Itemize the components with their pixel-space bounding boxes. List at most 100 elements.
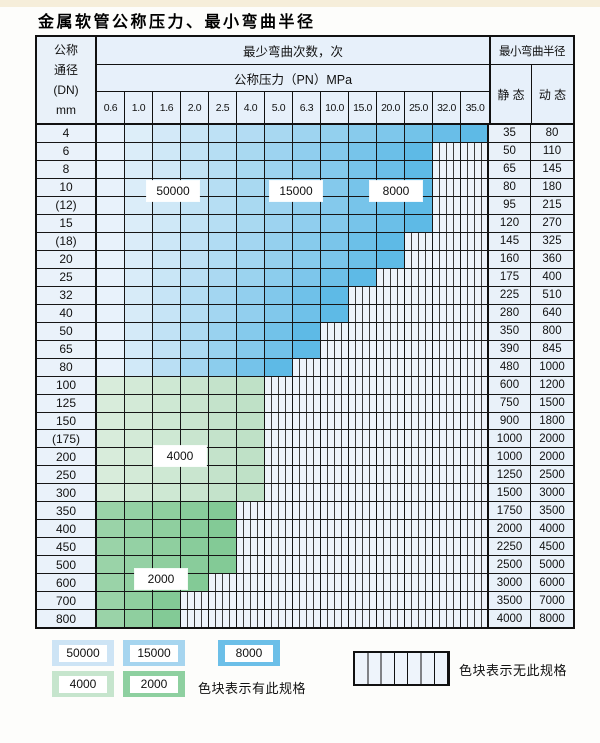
top-strip — [0, 0, 600, 7]
no-spec-hatch-cell — [237, 592, 265, 610]
spec-cell — [125, 286, 153, 304]
dn-cell: (175) — [37, 430, 97, 448]
no-spec-hatch-cell — [433, 196, 461, 214]
dynamic-radius-cell: 215 — [531, 196, 573, 214]
table-row: 15 120 270 — [37, 214, 573, 233]
header-dn-line: (DN) — [53, 83, 79, 97]
pressure-tick: 32.0 — [433, 92, 461, 123]
spec-cell — [181, 196, 209, 214]
spec-cell — [349, 125, 377, 142]
spec-cell — [97, 610, 125, 628]
dn-cell: 65 — [37, 340, 97, 358]
spec-cell — [293, 125, 321, 142]
table-row: 8 65 145 — [37, 160, 573, 179]
dn-cell: 125 — [37, 394, 97, 412]
spec-cell — [181, 412, 209, 430]
no-spec-hatch-cell — [461, 142, 489, 160]
spec-cell — [153, 340, 181, 358]
no-spec-hatch-cell — [181, 610, 209, 628]
dynamic-radius-cell: 2000 — [531, 430, 573, 448]
spec-cell — [153, 502, 181, 520]
static-radius-cell: 1750 — [489, 502, 531, 520]
dynamic-radius-cell: 845 — [531, 340, 573, 358]
spec-cell — [237, 358, 265, 376]
spec-cell — [125, 538, 153, 556]
spec-cell — [265, 268, 293, 286]
no-spec-hatch-cell — [265, 376, 293, 394]
no-spec-hatch-cell — [377, 430, 405, 448]
spec-cell — [181, 142, 209, 160]
spec-cell — [181, 538, 209, 556]
static-radius-cell: 65 — [489, 160, 531, 178]
no-spec-hatch-cell — [405, 430, 433, 448]
no-spec-hatch-cell — [433, 142, 461, 160]
dynamic-radius-cell: 8000 — [531, 610, 573, 628]
dn-cell: 200 — [37, 448, 97, 466]
spec-cell — [125, 214, 153, 232]
no-spec-hatch-cell — [461, 178, 489, 196]
spec-cell — [209, 196, 237, 214]
spec-cell — [209, 376, 237, 394]
static-radius-cell: 1500 — [489, 484, 531, 502]
spec-cell — [237, 250, 265, 268]
table-row: (18) 145 325 — [37, 232, 573, 251]
dn-cell: 10 — [37, 178, 97, 196]
no-spec-hatch-cell — [321, 412, 349, 430]
header-radius-title: 最小弯曲半径 — [491, 37, 573, 65]
dynamic-radius-cell: 1200 — [531, 376, 573, 394]
no-spec-hatch-cell — [433, 502, 461, 520]
table-row: 80 480 1000 — [37, 358, 573, 377]
spec-cell — [237, 268, 265, 286]
no-spec-hatch-cell — [349, 538, 377, 556]
header-dynamic-label: 动 态 — [538, 87, 567, 102]
spec-cell — [209, 304, 237, 322]
no-spec-hatch-cell — [209, 610, 237, 628]
dn-cell: 500 — [37, 556, 97, 574]
no-spec-hatch-cell — [265, 484, 293, 502]
static-radius-cell: 50 — [489, 142, 531, 160]
page-title: 金属软管公称压力、最小弯曲半径 — [38, 12, 316, 31]
header-static-label: 静 态 — [491, 65, 533, 123]
no-spec-hatch-cell — [349, 358, 377, 376]
dn-cell: 6 — [37, 142, 97, 160]
legend-swatch-4000: 4000 — [52, 671, 114, 697]
pressure-tick: 6.3 — [293, 92, 321, 123]
spec-cell — [209, 484, 237, 502]
spec-cell — [153, 214, 181, 232]
spec-cell — [125, 448, 153, 466]
spec-cell — [125, 232, 153, 250]
pressure-tick: 15.0 — [349, 92, 377, 123]
spec-cell — [125, 142, 153, 160]
spec-cell — [97, 268, 125, 286]
spec-cell — [405, 160, 433, 178]
no-spec-hatch-cell — [349, 466, 377, 484]
pressure-tick: 1.6 — [153, 92, 181, 123]
dn-cell: 150 — [37, 412, 97, 430]
spec-cell — [153, 142, 181, 160]
spec-cell — [181, 556, 209, 574]
spec-cell — [349, 232, 377, 250]
spec-cell — [125, 268, 153, 286]
no-spec-hatch-cell — [265, 412, 293, 430]
legend-swatch-label: 15000 — [130, 644, 178, 662]
spec-cell — [265, 340, 293, 358]
no-spec-hatch-cell — [349, 502, 377, 520]
spec-cell — [209, 394, 237, 412]
spec-cell — [321, 268, 349, 286]
no-spec-hatch-cell — [461, 160, 489, 178]
no-spec-hatch-cell — [433, 268, 461, 286]
spec-cell — [293, 196, 321, 214]
table-row: 6 50 110 — [37, 142, 573, 161]
no-spec-hatch-cell — [405, 286, 433, 304]
no-spec-hatch-cell — [377, 502, 405, 520]
static-radius-cell: 2250 — [489, 538, 531, 556]
no-spec-hatch-cell — [461, 412, 489, 430]
header-static-dynamic: 静 态 动 态 — [491, 65, 573, 123]
no-spec-hatch-cell — [265, 466, 293, 484]
legend-swatch-label: 50000 — [59, 644, 107, 662]
spec-cell — [237, 214, 265, 232]
spec-cell — [97, 466, 125, 484]
static-radius-cell: 2500 — [489, 556, 531, 574]
legend-swatch-2000: 2000 — [123, 671, 185, 697]
legend-swatch-label: 2000 — [130, 675, 178, 693]
